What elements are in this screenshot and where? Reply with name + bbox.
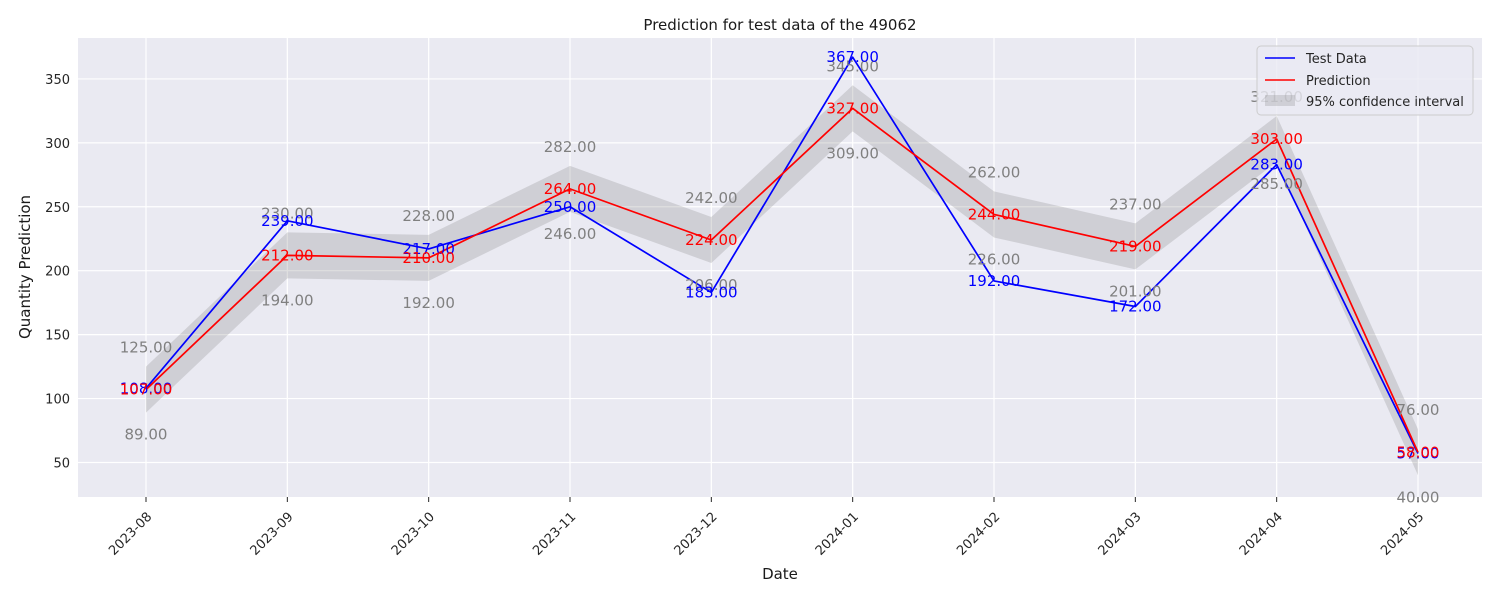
- legend-prediction-label: Prediction: [1306, 74, 1371, 89]
- confidence-interval-area: [146, 85, 1418, 476]
- x-tick-label: 2024-05: [1378, 510, 1427, 559]
- x-axis-label: Date: [762, 565, 798, 583]
- plot-area: [78, 38, 1482, 497]
- y-tick-label: 300: [45, 137, 70, 152]
- ci-lower-label: 309.00: [826, 144, 879, 162]
- prediction-value-label: 58.00: [1397, 443, 1440, 461]
- ci-upper-label: 230.00: [261, 204, 314, 222]
- confidence-band: [146, 85, 1418, 476]
- x-tick-label: 2024-04: [1237, 510, 1286, 559]
- ci-upper-label: 237.00: [1109, 195, 1162, 213]
- x-tick-label: 2024-02: [954, 510, 1003, 559]
- grid-lines: [78, 38, 1482, 497]
- ci-lower-label: 246.00: [544, 225, 597, 243]
- legend-test-data-label: Test Data: [1305, 52, 1367, 67]
- y-tick-labels: 50 100 150 200 250 300 350: [45, 73, 70, 472]
- y-tick-label: 350: [45, 73, 70, 88]
- y-tick-label: 50: [53, 456, 70, 471]
- test-data-value-label: 283.00: [1250, 156, 1303, 174]
- test-data-value-label: 217.00: [402, 240, 455, 258]
- legend: Test Data Prediction 95% confidence inte…: [1256, 45, 1474, 116]
- prediction-value-label: 212.00: [261, 246, 314, 264]
- ci-lower-label: 226.00: [968, 250, 1021, 268]
- series-line-prediction: [145, 107, 1419, 453]
- legend-ci-label: 95% confidence interval: [1306, 95, 1464, 110]
- prediction-value-label: 244.00: [968, 205, 1021, 223]
- legend-ci-swatch: [1265, 95, 1295, 106]
- x-tick-label: 2024-03: [1096, 510, 1145, 559]
- series-lines: [145, 56, 1419, 454]
- ci-upper-label: 262.00: [968, 163, 1021, 181]
- ci-lower-label: 206.00: [685, 276, 738, 294]
- y-tick-label: 150: [45, 329, 70, 344]
- y-tick-label: 200: [45, 265, 70, 280]
- y-tick-label: 100: [45, 393, 70, 408]
- prediction-value-label: 327.00: [826, 99, 879, 117]
- test-data-value-label: 172.00: [1109, 297, 1162, 315]
- test-data-value-label: 367.00: [826, 48, 879, 66]
- y-axis-label: Quantity Prediction: [16, 195, 34, 339]
- prediction-value-label: 210.00: [402, 249, 455, 267]
- ci-lower-label: 89.00: [125, 426, 168, 444]
- prediction-value-label: 264.00: [544, 180, 597, 198]
- x-tick-label: 2023-11: [530, 510, 579, 559]
- test-data-value-label: 192.00: [968, 272, 1021, 290]
- ci-lower-label: 201.00: [1109, 282, 1162, 300]
- x-tick-label: 2023-08: [106, 510, 155, 559]
- x-tick-label: 2023-12: [672, 510, 721, 559]
- ci-upper-label: 76.00: [1397, 401, 1440, 419]
- chart-title: Prediction for test data of the 49062: [643, 16, 916, 34]
- prediction-value-label: 224.00: [685, 231, 738, 249]
- ci-upper-label: 125.00: [120, 339, 173, 357]
- test-data-value-label: 250.00: [544, 198, 597, 216]
- ci-upper-label: 242.00: [685, 189, 738, 207]
- x-tick-label: 2023-09: [248, 510, 297, 559]
- ci-upper-label: 282.00: [544, 138, 597, 156]
- ci-lower-label: 285.00: [1250, 175, 1303, 193]
- data-labels: 125.00 230.00 228.00 282.00 242.00 345.00 262.…: [120, 48, 1440, 506]
- prediction-value-label: 219.00: [1109, 237, 1162, 255]
- ci-lower-label: 194.00: [261, 291, 314, 309]
- ci-lower-label: 192.00: [402, 294, 455, 312]
- x-tick-label: 2024-01: [813, 510, 862, 559]
- legend-box: [1256, 45, 1474, 116]
- ci-upper-label: 345.00: [826, 57, 879, 75]
- ci-upper-label: 228.00: [402, 207, 455, 225]
- prediction-value-label: 107.00: [120, 381, 173, 399]
- x-tick-labels: 2023-08 2023-09 2023-10 2023-11 2023-12 2024-…: [106, 497, 1427, 559]
- test-data-value-label: 239.00: [261, 212, 314, 230]
- y-tick-label: 250: [45, 201, 70, 216]
- test-data-value-label: 108.00: [120, 379, 173, 397]
- test-data-value-label: 183.00: [685, 283, 738, 301]
- prediction-value-label: 303.00: [1250, 130, 1303, 148]
- test-data-value-label: 57.00: [1397, 445, 1440, 463]
- x-tick-label: 2023-10: [389, 510, 438, 559]
